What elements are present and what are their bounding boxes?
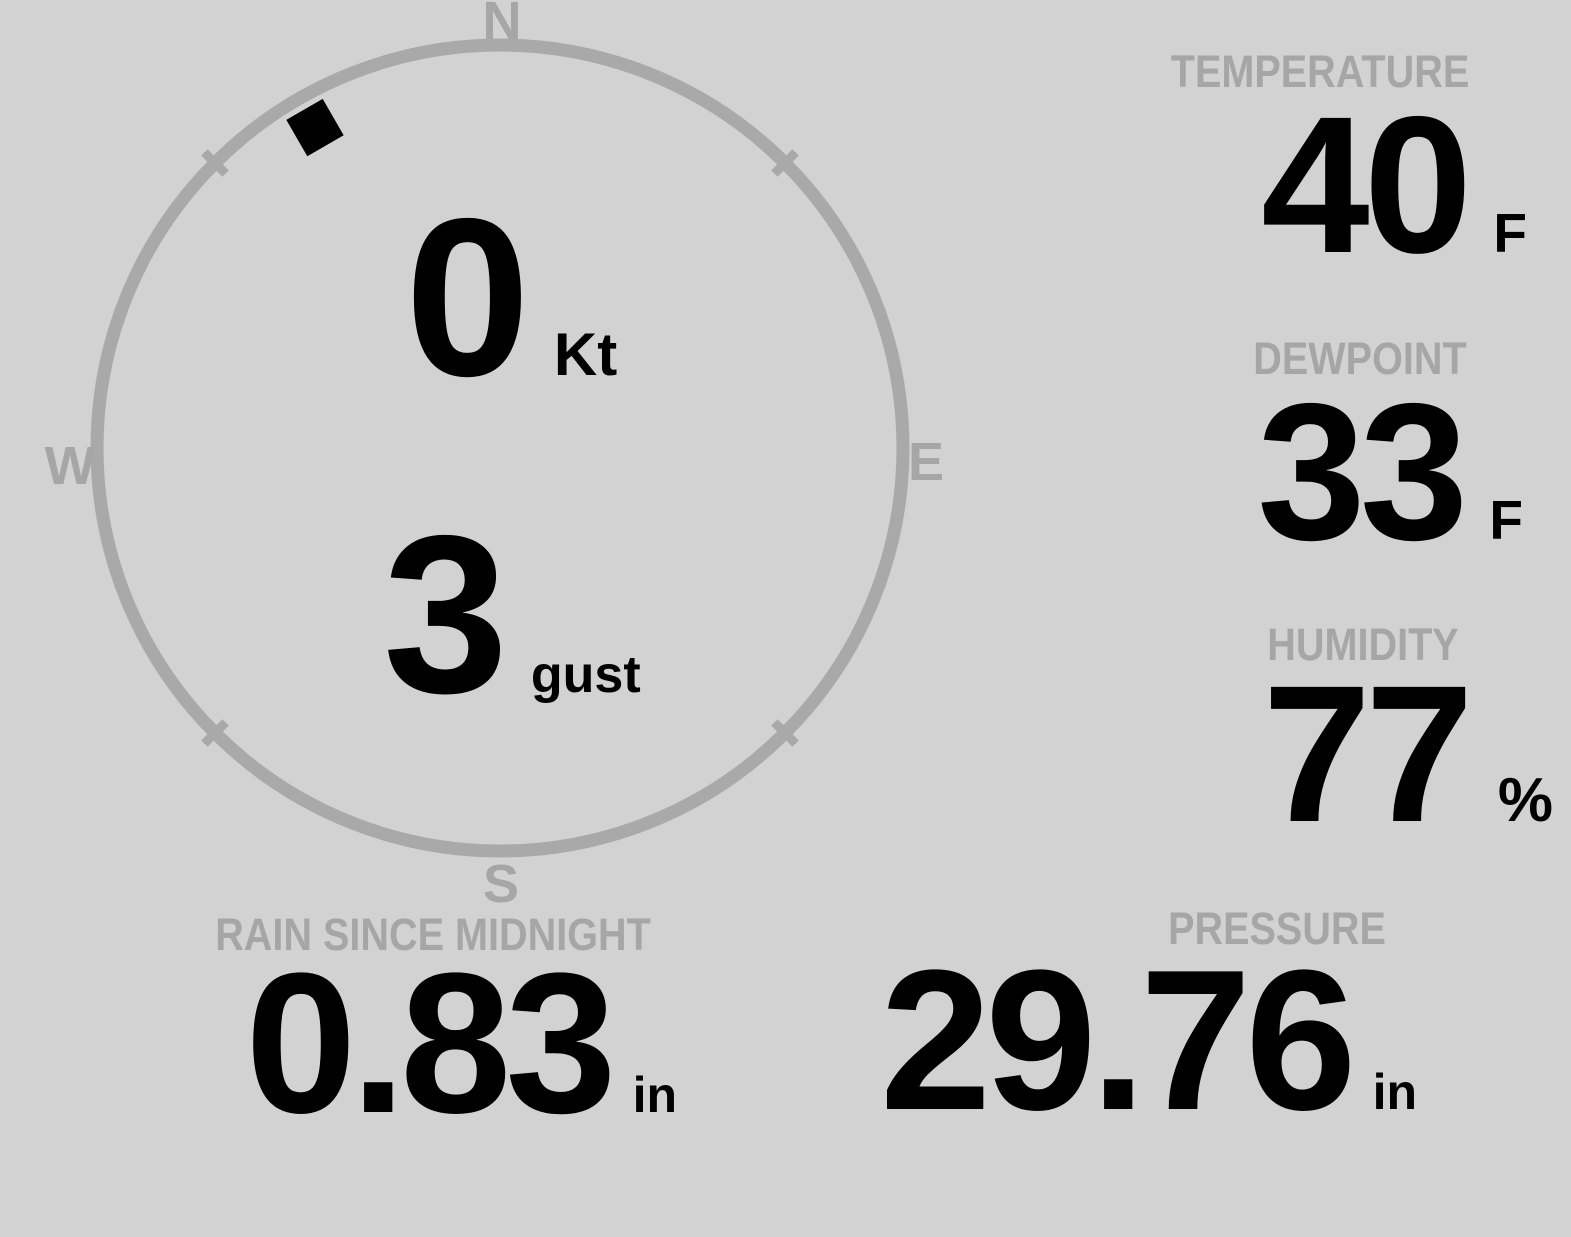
- compass-tick-nw-icon: [201, 149, 229, 177]
- temperature-unit: F: [1493, 202, 1527, 264]
- temperature-value: 40: [1261, 76, 1472, 294]
- dewpoint-reading: 33 F: [1257, 375, 1523, 570]
- wind-gust-unit: gust: [530, 646, 641, 704]
- pressure-unit: in: [1372, 1064, 1417, 1120]
- compass-tick-sw-icon: [201, 719, 229, 747]
- pressure-reading: 29.76 in: [880, 941, 1417, 1141]
- wind-gust: 3 gust: [383, 502, 641, 727]
- compass-label-south: S: [482, 854, 520, 914]
- compass-label-east: E: [907, 432, 945, 492]
- compass-ring: [90, 38, 910, 858]
- humidity-reading: 77 %: [1263, 657, 1553, 852]
- humidity-unit: %: [1497, 766, 1553, 835]
- rain-label: RAIN SINCE MIDNIGHT: [215, 909, 651, 960]
- rain-unit: in: [632, 1067, 677, 1123]
- pressure-label: PRESSURE: [1168, 903, 1386, 954]
- dewpoint-unit: F: [1489, 489, 1523, 551]
- rain-value: 0.83: [245, 932, 616, 1155]
- wind-speed-value: 0: [405, 171, 530, 423]
- wind-speed: 0 Kt: [405, 185, 617, 410]
- compass-tick-ne-icon: [771, 149, 799, 177]
- rain-reading: 0.83 in: [245, 944, 677, 1144]
- compass-label-west: W: [44, 436, 96, 496]
- wind-speed-unit: Kt: [553, 321, 618, 388]
- compass-tick-se-icon: [771, 719, 799, 747]
- dewpoint-value: 33: [1257, 363, 1468, 581]
- temperature-reading: 40 F: [1261, 88, 1527, 283]
- wind-direction-marker: [286, 98, 344, 157]
- humidity-label: HUMIDITY: [1267, 619, 1459, 670]
- temperature-label: TEMPERATURE: [1170, 46, 1470, 97]
- pressure-value: 29.76: [880, 929, 1356, 1152]
- wind-gust-value: 3: [383, 488, 508, 740]
- compass-label-north: N: [482, 0, 522, 51]
- dewpoint-label: DEWPOINT: [1253, 333, 1467, 384]
- humidity-value: 77: [1262, 645, 1474, 863]
